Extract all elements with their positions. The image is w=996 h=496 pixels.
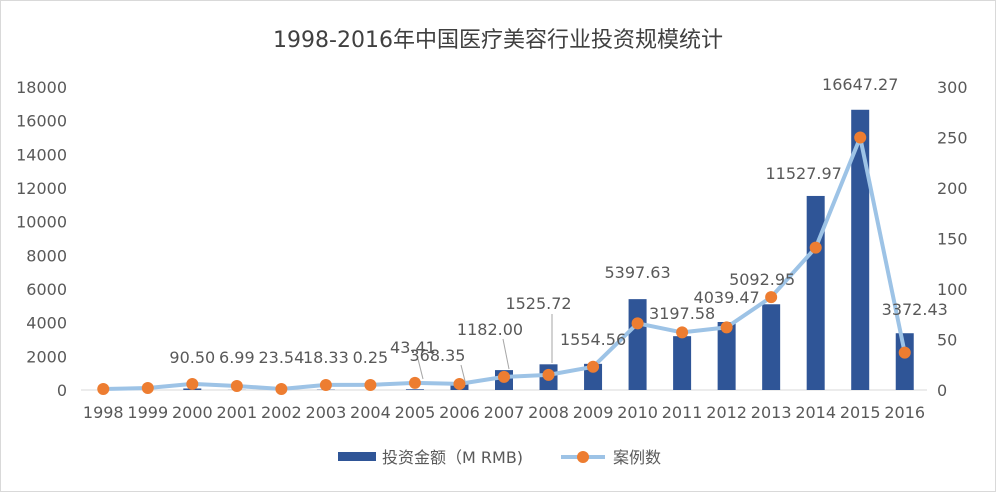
legend: 投资金额（M RMB) 案例数 <box>338 448 661 467</box>
bar-data-label: 1554.56 <box>560 330 626 349</box>
y-right-tick-label: 250 <box>937 129 968 148</box>
bar <box>762 304 780 390</box>
bar-data-label: 1525.72 <box>505 294 571 313</box>
bar <box>896 333 914 390</box>
bar <box>673 336 691 390</box>
legend-bar-swatch <box>338 452 376 461</box>
bar-data-label: 1182.00 <box>457 320 523 339</box>
y-right-tick-label: 100 <box>937 280 968 299</box>
bar-data-label: 90.50 <box>169 348 215 367</box>
bar-data-label: 11527.97 <box>766 164 842 183</box>
y-right-tick-label: 50 <box>937 331 957 350</box>
line-point <box>186 378 198 390</box>
label-leader-line <box>503 339 509 369</box>
bar-data-label: 0.25 <box>353 348 389 367</box>
bar-data-label: 5092.95 <box>729 270 795 289</box>
y-left-tick-label: 6000 <box>26 280 67 299</box>
line-point <box>899 347 911 359</box>
line-point <box>275 383 287 395</box>
axes-group: 0200040006000800010000120001400016000180… <box>16 78 967 422</box>
y-left-tick-label: 0 <box>57 381 67 400</box>
x-tick-label: 2013 <box>751 403 792 422</box>
y-left-tick-label: 8000 <box>26 246 67 265</box>
line-point <box>409 377 421 389</box>
bar <box>629 299 647 390</box>
y-left-tick-label: 12000 <box>16 179 67 198</box>
y-right-tick-label: 200 <box>937 179 968 198</box>
y-right-tick-label: 300 <box>937 78 968 97</box>
line-point <box>97 383 109 395</box>
x-tick-label: 2008 <box>528 403 569 422</box>
x-tick-label: 2011 <box>662 403 703 422</box>
bar-data-label: 23.54 <box>258 348 304 367</box>
legend-line-marker <box>577 451 589 463</box>
x-tick-label: 2009 <box>573 403 614 422</box>
line-point <box>320 379 332 391</box>
x-tick-label: 2012 <box>706 403 747 422</box>
bar <box>406 389 424 390</box>
chart-title: 1998-2016年中国医疗美容行业投资规模统计 <box>273 28 723 53</box>
line-point <box>364 379 376 391</box>
line-point <box>231 380 243 392</box>
bar-data-label: 16647.27 <box>822 75 898 94</box>
line-point <box>498 371 510 383</box>
legend-bar-label: 投资金额（M RMB) <box>382 448 523 467</box>
line-point <box>453 378 465 390</box>
y-left-tick-label: 16000 <box>16 112 67 131</box>
bar-data-label: 368.35 <box>409 346 465 365</box>
y-right-tick-label: 0 <box>937 381 947 400</box>
x-tick-label: 2000 <box>172 403 213 422</box>
bar-data-label: 3372.43 <box>882 300 948 319</box>
y-left-tick-label: 14000 <box>16 145 67 164</box>
y-left-tick-label: 2000 <box>26 347 67 366</box>
y-right-tick-label: 150 <box>937 230 968 249</box>
x-tick-label: 2002 <box>261 403 302 422</box>
bar-data-label: 18.33 <box>303 348 349 367</box>
x-tick-label: 2014 <box>795 403 836 422</box>
x-tick-label: 2005 <box>395 403 436 422</box>
bar <box>807 196 825 390</box>
x-tick-label: 2003 <box>306 403 347 422</box>
line-point <box>721 321 733 333</box>
x-tick-label: 2007 <box>484 403 525 422</box>
line-point <box>632 317 644 329</box>
line-point <box>587 361 599 373</box>
bar-data-label: 5397.63 <box>604 263 670 282</box>
line-point <box>142 382 154 394</box>
x-tick-label: 2004 <box>350 403 391 422</box>
x-tick-label: 1999 <box>127 403 168 422</box>
legend-line-label: 案例数 <box>613 448 661 467</box>
line-point <box>765 291 777 303</box>
x-tick-label: 1998 <box>83 403 124 422</box>
line-point <box>676 326 688 338</box>
line-point <box>543 369 555 381</box>
line-point <box>810 242 822 254</box>
x-tick-label: 2010 <box>617 403 658 422</box>
x-tick-label: 2006 <box>439 403 480 422</box>
y-left-tick-label: 4000 <box>26 314 67 333</box>
bar-data-label: 4039.47 <box>694 288 760 307</box>
x-tick-label: 2016 <box>884 403 925 422</box>
x-tick-label: 2015 <box>840 403 881 422</box>
x-tick-label: 2001 <box>216 403 257 422</box>
bar-data-label: 6.99 <box>219 348 255 367</box>
line-point <box>854 132 866 144</box>
y-left-tick-label: 10000 <box>16 213 67 232</box>
y-left-tick-label: 18000 <box>16 78 67 97</box>
